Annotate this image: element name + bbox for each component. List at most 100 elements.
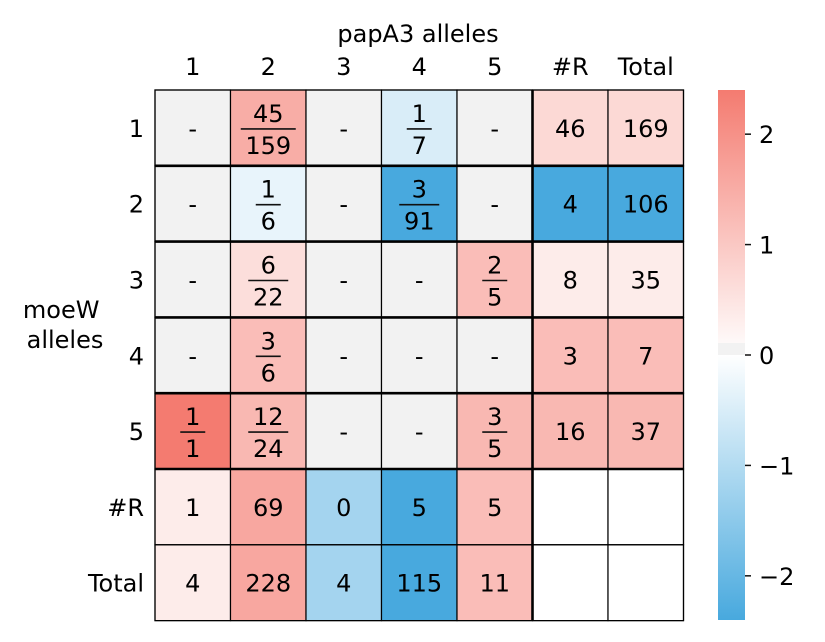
heatmap-cell [305, 392, 383, 470]
cell-value: 1 [185, 494, 200, 522]
cell-denominator: 6 [261, 208, 276, 236]
cell-numerator: 3 [261, 327, 276, 355]
row-label: 3 [129, 267, 144, 295]
heatmap-cell [531, 468, 609, 546]
cell-denominator: 24 [253, 435, 284, 463]
cell-value: - [339, 418, 348, 446]
colorbar-tick-label: 0 [759, 342, 774, 370]
cell-value: - [188, 267, 197, 295]
cell-denominator: 159 [245, 132, 291, 160]
cell-value: - [188, 191, 197, 219]
cell-value: - [415, 267, 424, 295]
row-axis-title-line-2: alleles [27, 326, 104, 354]
heatmap-cell [607, 468, 685, 546]
grid-outline [154, 89, 685, 622]
heatmap-cell [229, 544, 307, 622]
cell-value: 228 [245, 570, 291, 598]
cell-numerator: 6 [261, 252, 276, 280]
row-axis-title: moeW alleles [23, 296, 107, 354]
cell-value: - [490, 342, 499, 370]
row-label: Total [87, 570, 144, 598]
cell-value: 169 [623, 115, 669, 143]
heatmap-cell [305, 241, 383, 319]
cell-denominator: 5 [487, 435, 502, 463]
cell-numerator: 3 [412, 176, 427, 204]
column-label: Total [617, 53, 674, 81]
cell-value: 35 [630, 267, 661, 295]
cell-numerator: 1 [185, 403, 200, 431]
heatmap-cell [531, 544, 609, 622]
column-label: 2 [261, 53, 276, 81]
colorbar-tick-label: −2 [759, 563, 794, 591]
cell-value: 5 [487, 494, 502, 522]
cell-value: - [339, 267, 348, 295]
row-axis-title-line-1: moeW [23, 296, 100, 324]
cell-numerator: 1 [412, 100, 427, 128]
cell-denominator: 1 [185, 435, 200, 463]
cell-denominator: 22 [253, 284, 284, 312]
cell-value: - [339, 342, 348, 370]
row-label: 1 [129, 115, 144, 143]
cell-value: 69 [253, 494, 284, 522]
cell-value: 7 [638, 342, 653, 370]
heatmap-cell [229, 316, 307, 394]
heatmap-cell [380, 468, 458, 546]
cell-value: 0 [336, 494, 351, 522]
cell-numerator: 2 [487, 252, 502, 280]
heatmap-cell [229, 89, 307, 167]
row-label: 4 [129, 342, 144, 370]
cell-value: 4 [185, 570, 200, 598]
cell-numerator: 1 [261, 176, 276, 204]
column-label: 4 [412, 53, 427, 81]
cell-numerator: 45 [253, 100, 284, 128]
cell-denominator: 5 [487, 284, 502, 312]
column-label: #R [552, 53, 589, 81]
heatmap-cell [456, 241, 534, 319]
cell-value: 115 [396, 570, 442, 598]
heatmap-cell [380, 544, 458, 622]
colorbar: 2 1 0 −1 −2 [718, 90, 794, 620]
heatmap-cell [229, 468, 307, 546]
cell-denominator: 7 [412, 132, 427, 160]
cell-value: - [339, 191, 348, 219]
column-axis-title: papA3 alleles [337, 20, 498, 48]
cell-value: 5 [412, 494, 427, 522]
column-label: 5 [487, 53, 502, 81]
column-label: 3 [336, 53, 351, 81]
cell-value: 16 [555, 418, 586, 446]
cell-value: 11 [479, 570, 510, 598]
heatmap-cell [607, 544, 685, 622]
heatmap-cell [607, 241, 685, 319]
cell-value: 4 [563, 191, 578, 219]
cell-value: - [339, 115, 348, 143]
heatmap-cell [456, 468, 534, 546]
cell-value: - [490, 115, 499, 143]
heatmap-cell [531, 89, 609, 167]
cell-numerator: 3 [487, 403, 502, 431]
cell-denominator: 6 [261, 359, 276, 387]
separators [154, 89, 685, 622]
cell-value: - [188, 342, 197, 370]
colorbar-zero-band [718, 343, 745, 355]
heatmap-cell [456, 165, 534, 243]
cell-value: 106 [623, 191, 669, 219]
cell-denominator: 91 [404, 208, 435, 236]
cell-value: 8 [563, 267, 578, 295]
heatmap-cell [456, 392, 534, 470]
colorbar-tick-label: 2 [759, 121, 774, 149]
heatmap-cell [380, 241, 458, 319]
row-label: #R [107, 494, 144, 522]
cell-value: 3 [563, 342, 578, 370]
colorbar-tick-label: −1 [759, 452, 794, 480]
column-labels: 1 2 3 4 5 #R Total [185, 53, 674, 81]
colorbar-tick-label: 1 [759, 232, 774, 260]
heatmap-cell [607, 89, 685, 167]
cell-numerator: 12 [253, 403, 284, 431]
row-label: 5 [129, 418, 144, 446]
cell-value: - [490, 191, 499, 219]
heatmap-cell [154, 89, 232, 167]
cell-value: - [415, 418, 424, 446]
cell-value: - [188, 115, 197, 143]
